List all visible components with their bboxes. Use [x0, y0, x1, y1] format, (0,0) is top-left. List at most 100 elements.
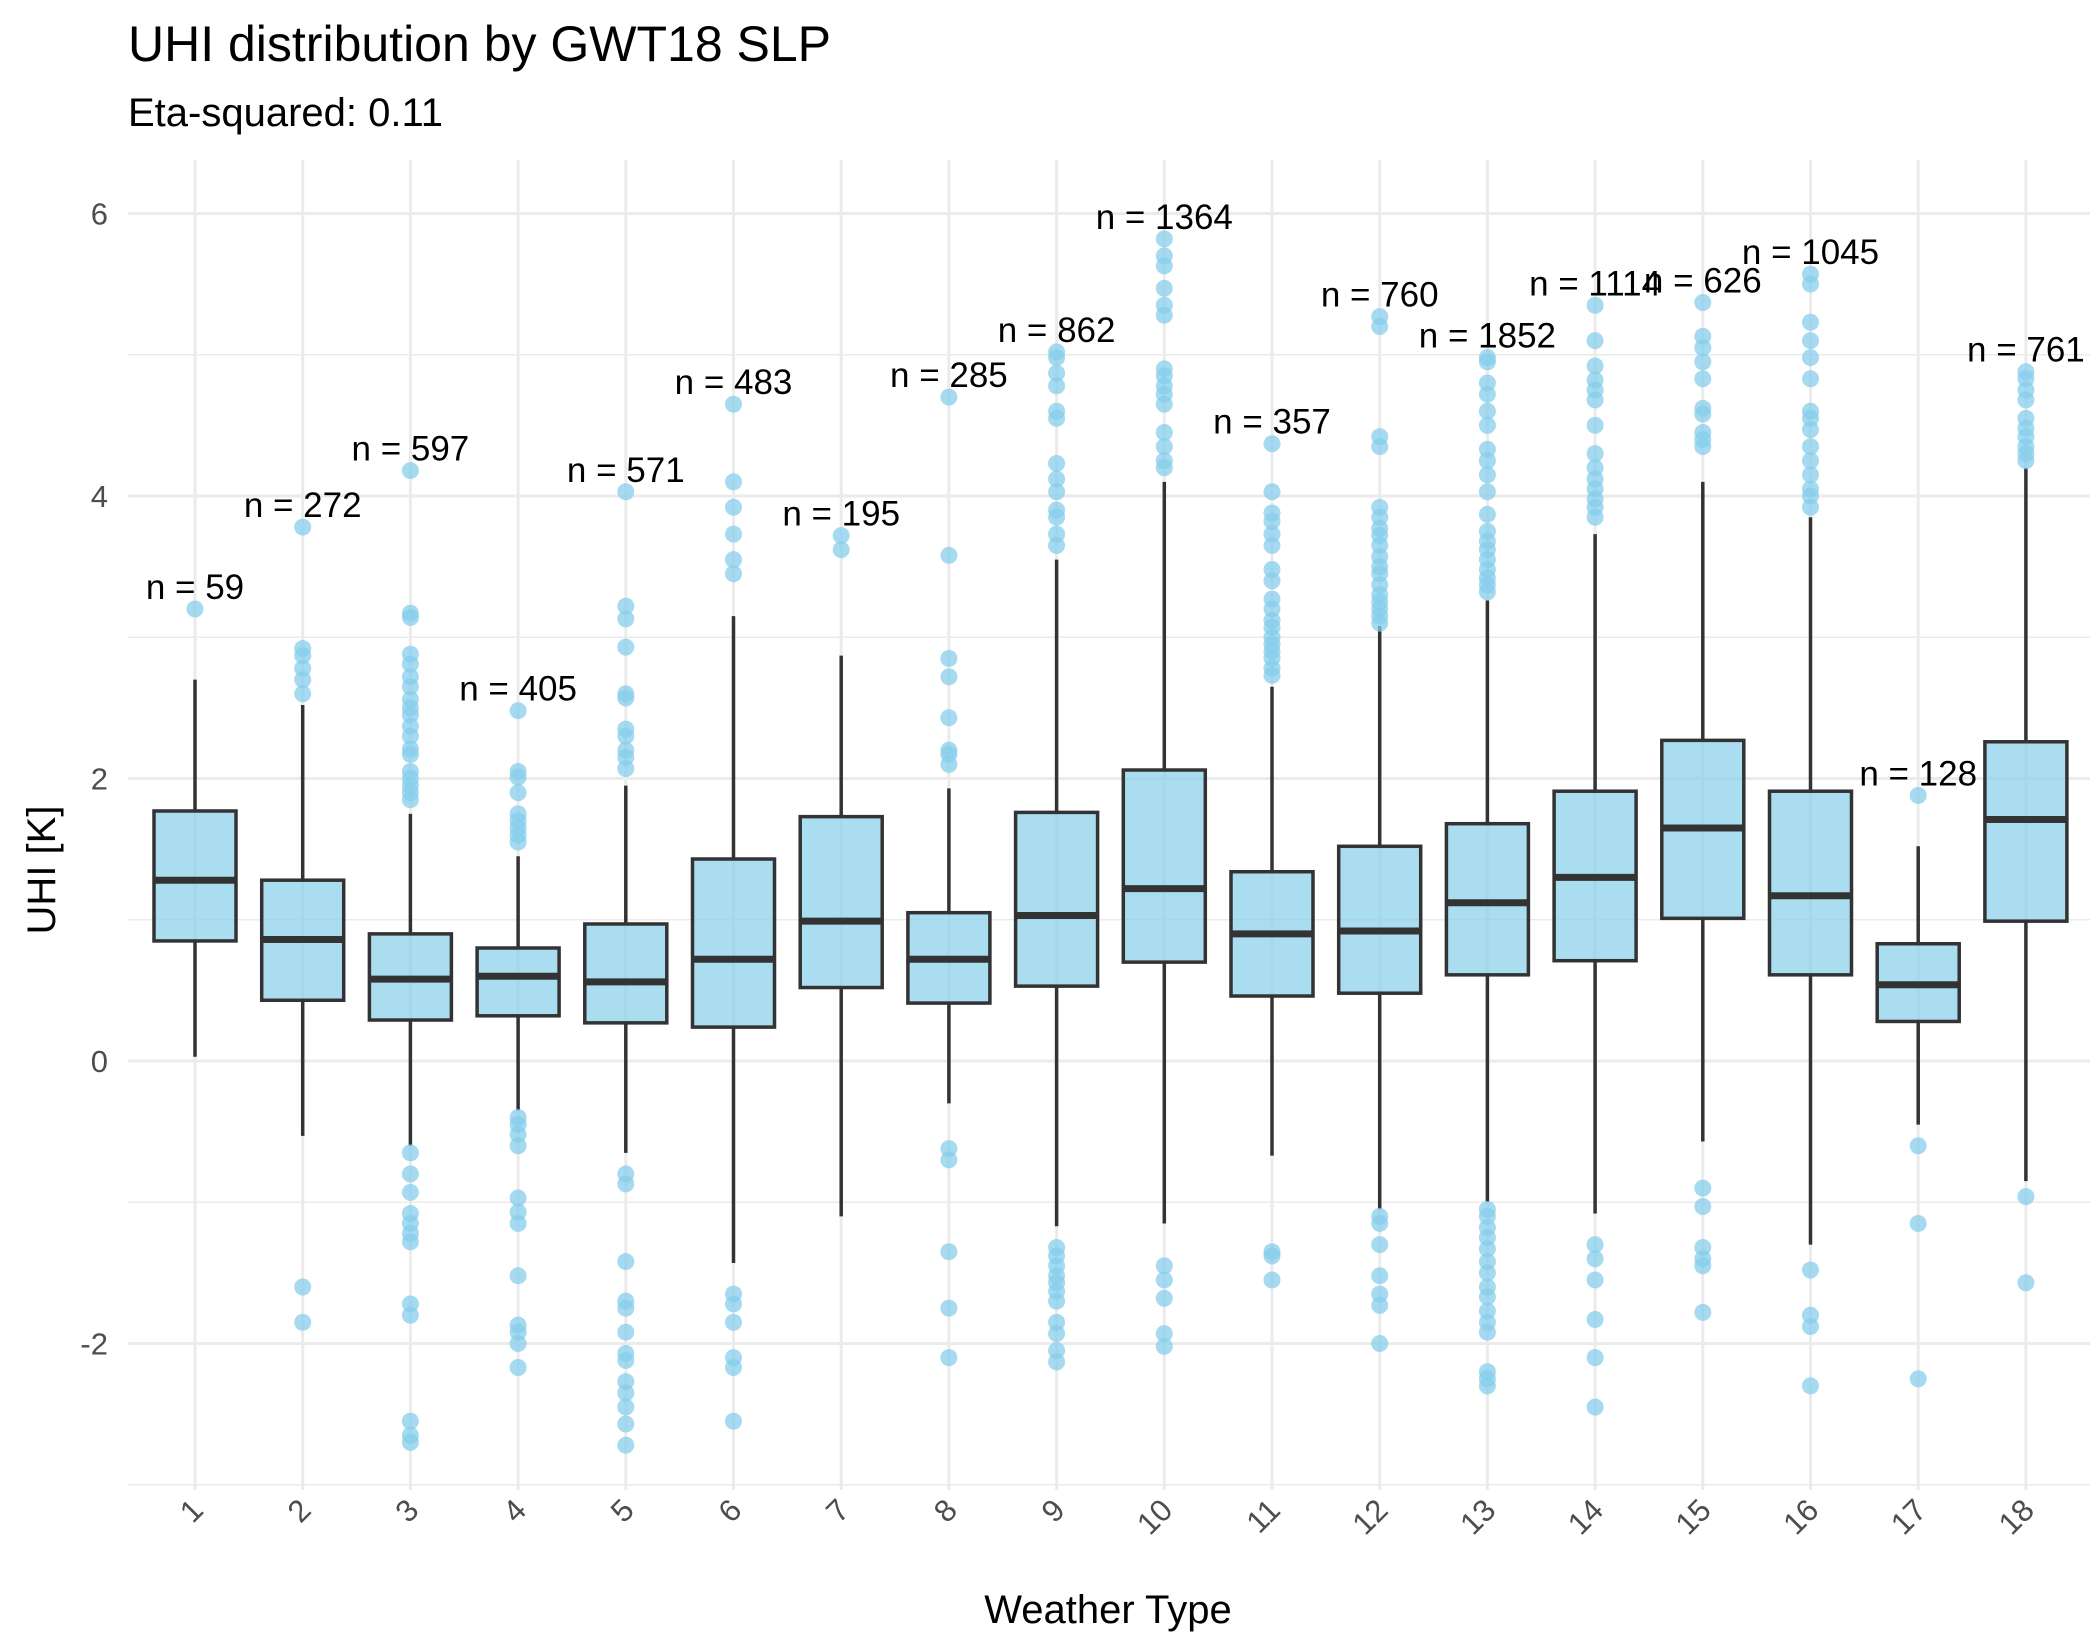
box-iqr: [1767, 789, 1854, 977]
chart-subtitle: Eta-squared: 0.11: [128, 91, 444, 135]
outlier-point: [1802, 349, 1819, 367]
x-tick-label: 6: [712, 1492, 749, 1529]
box-group: [906, 388, 992, 1367]
x-tick-label: 17: [1884, 1492, 1933, 1541]
outlier-point: [509, 1267, 527, 1285]
x-tick-label: 1: [173, 1492, 210, 1529]
box-group: [259, 518, 346, 1331]
outlier-point: [1586, 1236, 1604, 1254]
outlier-point: [509, 1214, 527, 1232]
outlier-point: [401, 462, 419, 480]
x-tick-label: 10: [1130, 1492, 1179, 1541]
outlier-point: [1802, 1318, 1819, 1336]
x-tick-label: 18: [1992, 1492, 2041, 1541]
outlier-point: [617, 1323, 635, 1341]
outlier-point: [1048, 508, 1066, 526]
outlier-point: [401, 1433, 419, 1451]
outlier-point: [1371, 318, 1389, 335]
outlier-point: [1155, 395, 1173, 413]
box-group: [798, 527, 884, 1217]
outlier-point: [1694, 438, 1712, 456]
outlier-point: [401, 655, 419, 673]
outlier-point: [1802, 275, 1819, 293]
outlier-point: [940, 1243, 958, 1261]
outlier-point: [1586, 332, 1604, 350]
box-iqr: [1013, 810, 1100, 988]
outlier-point: [1802, 313, 1819, 331]
outlier-point: [1694, 405, 1712, 423]
outlier-point: [509, 833, 527, 851]
outlier-point: [294, 518, 312, 536]
outlier-point: [294, 671, 312, 689]
outlier-point: [1802, 1261, 1819, 1279]
outlier-point: [940, 546, 958, 564]
outlier-point: [1478, 385, 1496, 403]
outlier-point: [1263, 536, 1281, 554]
outlier-point: [1694, 339, 1712, 357]
outlier-point: [1263, 512, 1281, 530]
outlier-point: [1694, 1257, 1712, 1275]
y-tick-label: 4: [91, 479, 108, 514]
x-tick-label: 7: [819, 1492, 856, 1529]
x-tick-label: 5: [604, 1492, 641, 1529]
outlier-point: [1802, 466, 1819, 484]
outlier-point: [725, 1412, 742, 1430]
outlier-point: [940, 1349, 958, 1367]
outlier-point: [1155, 230, 1173, 248]
outlier-point: [1586, 508, 1604, 526]
outlier-point: [1155, 279, 1173, 297]
box-iqr: [1444, 821, 1531, 977]
outlier-point: [617, 1299, 635, 1317]
outlier-point: [940, 649, 958, 667]
x-tick-label: 9: [1035, 1492, 1072, 1529]
box-iqr: [1336, 844, 1423, 995]
outlier-point: [1155, 1325, 1173, 1343]
outlier-point: [617, 1351, 635, 1369]
box-group: [1336, 308, 1423, 1352]
y-axis-title: UHI [K]: [20, 806, 64, 935]
outlier-point: [509, 1335, 527, 1352]
outlier-point: [1694, 1179, 1712, 1197]
outlier-point: [940, 388, 958, 406]
count-label: n = 483: [675, 363, 793, 402]
outlier-point: [1802, 452, 1819, 470]
box-group: [690, 395, 777, 1430]
outlier-point: [1694, 293, 1712, 311]
outlier-point: [1586, 416, 1604, 434]
count-label: n = 195: [782, 495, 900, 534]
outlier-point: [401, 608, 419, 626]
outlier-point: [1263, 1247, 1281, 1265]
outlier-point: [725, 551, 742, 569]
outlier-point: [832, 541, 850, 559]
box-iqr: [1121, 768, 1208, 964]
outlier-point: [1478, 402, 1496, 420]
outlier-point: [940, 668, 958, 686]
box-group: [1767, 265, 1854, 1395]
outlier-point: [1048, 1353, 1066, 1371]
outlier-point: [401, 727, 419, 745]
count-label: n = 761: [1967, 331, 2085, 370]
outlier-point: [1694, 370, 1712, 388]
outlier-point: [1371, 1296, 1389, 1314]
y-axis-ticks: -2 0 2 4 6: [80, 197, 108, 1362]
outlier-point: [1371, 1214, 1389, 1232]
box-group: [1013, 343, 1100, 1371]
outlier-point: [1048, 470, 1066, 488]
outlier-point: [1155, 459, 1173, 477]
box-group: [1444, 349, 1531, 1395]
outlier-point: [1802, 498, 1819, 516]
outlier-point: [1478, 416, 1496, 434]
count-label: n = 272: [244, 486, 362, 525]
count-label: n = 59: [146, 568, 244, 607]
y-tick-label: 6: [91, 197, 108, 232]
outlier-point: [401, 1183, 419, 1201]
outlier-point: [401, 1144, 419, 1162]
outlier-point: [1155, 423, 1173, 441]
count-label: n = 357: [1213, 403, 1331, 442]
count-label: n = 626: [1644, 261, 1762, 300]
outlier-point: [617, 1384, 635, 1402]
outlier-point: [1586, 1310, 1604, 1328]
outlier-point: [1155, 438, 1173, 456]
count-label: n = 571: [567, 451, 685, 490]
outlier-point: [725, 498, 742, 516]
